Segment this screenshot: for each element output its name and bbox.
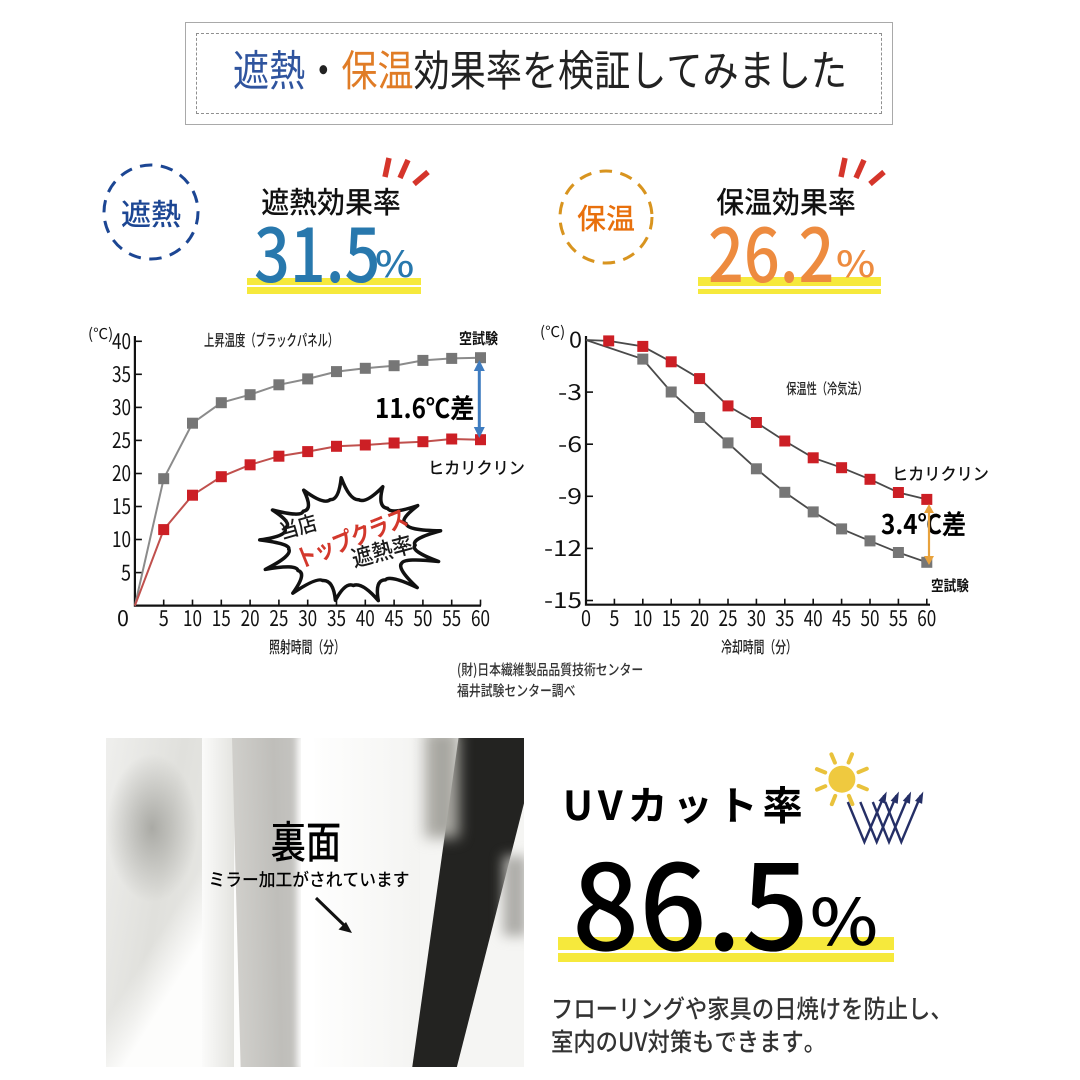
svg-text:5: 5 bbox=[609, 602, 619, 633]
svg-text:5: 5 bbox=[159, 602, 169, 633]
svg-text:-3: -3 bbox=[558, 376, 582, 407]
svg-text:60: 60 bbox=[917, 602, 936, 633]
svg-text:0: 0 bbox=[117, 602, 129, 633]
svg-text:35: 35 bbox=[112, 358, 131, 389]
svg-text:5: 5 bbox=[121, 556, 131, 587]
svg-text:55: 55 bbox=[442, 602, 461, 633]
svg-text:40: 40 bbox=[804, 602, 823, 633]
svg-text:10: 10 bbox=[112, 523, 131, 554]
svg-text:50: 50 bbox=[861, 602, 880, 633]
svg-text:10: 10 bbox=[633, 602, 652, 633]
svg-text:30: 30 bbox=[747, 602, 766, 633]
svg-text:0: 0 bbox=[569, 324, 582, 355]
svg-text:20: 20 bbox=[112, 457, 131, 488]
svg-text:-12: -12 bbox=[544, 532, 582, 563]
svg-text:45: 45 bbox=[385, 602, 404, 633]
svg-text:40: 40 bbox=[112, 325, 131, 356]
svg-text:15: 15 bbox=[212, 602, 231, 633]
svg-text:20: 20 bbox=[690, 602, 709, 633]
svg-text:30: 30 bbox=[298, 602, 317, 633]
svg-text:-6: -6 bbox=[558, 428, 582, 459]
svg-text:25: 25 bbox=[269, 602, 288, 633]
svg-text:40: 40 bbox=[356, 602, 375, 633]
svg-text:0: 0 bbox=[581, 602, 591, 633]
svg-text:-9: -9 bbox=[558, 480, 582, 511]
svg-text:35: 35 bbox=[775, 602, 794, 633]
svg-text:55: 55 bbox=[889, 602, 908, 633]
svg-text:50: 50 bbox=[413, 602, 432, 633]
svg-text:45: 45 bbox=[832, 602, 851, 633]
svg-text:30: 30 bbox=[112, 391, 131, 422]
svg-text:60: 60 bbox=[471, 602, 490, 633]
svg-text:25: 25 bbox=[112, 424, 131, 455]
svg-text:15: 15 bbox=[662, 602, 681, 633]
svg-text:-15: -15 bbox=[544, 584, 582, 615]
svg-text:20: 20 bbox=[241, 602, 260, 633]
svg-text:10: 10 bbox=[183, 602, 202, 633]
svg-text:25: 25 bbox=[719, 602, 738, 633]
svg-text:35: 35 bbox=[327, 602, 346, 633]
svg-text:15: 15 bbox=[112, 490, 131, 521]
